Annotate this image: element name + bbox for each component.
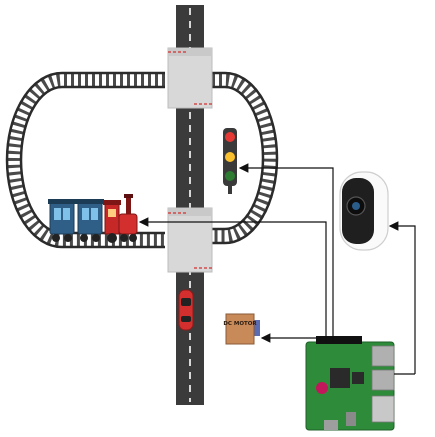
locomotive <box>103 194 138 243</box>
connection-camera-to-pi <box>388 221 416 374</box>
train <box>48 194 138 243</box>
dc-motor-label: DC MOTOR <box>223 321 257 327</box>
signal-light-red <box>225 132 235 142</box>
car <box>178 289 194 331</box>
traffic-signal <box>223 128 237 194</box>
dc-motor: DC MOTOR <box>223 313 260 345</box>
raspberry-pi <box>305 336 395 431</box>
signal-light-green <box>225 171 235 181</box>
connections <box>138 163 416 375</box>
connection-pi-to-train <box>138 217 327 342</box>
train-coach <box>76 199 104 242</box>
train-coach <box>48 199 76 242</box>
level-crossing-top <box>167 47 213 109</box>
camera <box>339 171 389 251</box>
connection-pi-to-signal <box>238 163 334 342</box>
connection-pi-to-motor <box>260 333 321 343</box>
signal-light-amber <box>225 152 235 162</box>
level-crossing-bottom <box>167 207 213 273</box>
railway-track <box>5 71 279 249</box>
